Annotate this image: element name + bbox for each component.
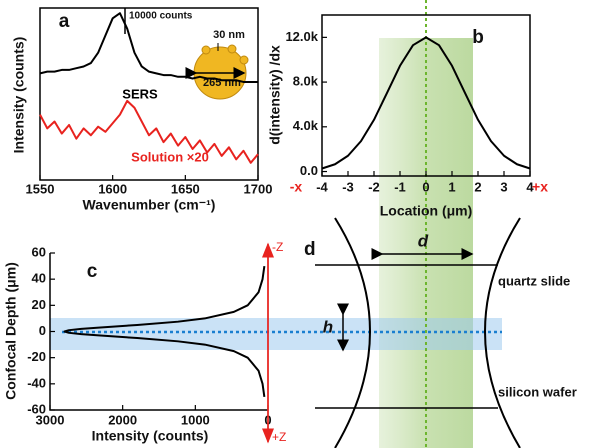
- x-tick-label: -4: [316, 179, 328, 194]
- scale-label: 10000 counts: [129, 11, 193, 22]
- series-label: SERS: [122, 86, 158, 101]
- x-tick-label: 1650: [171, 181, 200, 196]
- y-tick-label: 40: [32, 271, 46, 286]
- x-tick-label: 0: [422, 179, 429, 194]
- x-axis-label: Intensity (counts): [92, 428, 209, 444]
- x-axis-label: Wavenumber (cm⁻¹): [83, 197, 216, 213]
- y-tick-label: 8.0k: [293, 74, 319, 89]
- series-line: [63, 265, 266, 398]
- particle-bump: [239, 55, 249, 65]
- x-tick-label: 2: [474, 179, 481, 194]
- panel-letter: c: [87, 261, 98, 282]
- panel-letter: d: [304, 239, 316, 260]
- axis-end-label: +Z: [272, 430, 286, 444]
- y-tick-label: -40: [27, 375, 46, 390]
- height-label: h: [323, 317, 333, 336]
- y-tick-label: 12.0k: [285, 29, 318, 44]
- x-axis-label: Location (μm): [380, 203, 473, 219]
- x-tick-label: 1700: [244, 181, 273, 196]
- width-label: d: [418, 231, 429, 250]
- series-line: [321, 36, 531, 170]
- layer-label: quartz slide: [498, 273, 570, 288]
- particle-bump: [227, 44, 237, 54]
- beam-edge: [334, 217, 371, 448]
- x-tick-label: -3: [342, 179, 354, 194]
- y-tick-label: -60: [27, 401, 46, 416]
- x-tick-label: 3000: [36, 412, 65, 427]
- y-tick-label: 0: [39, 323, 46, 338]
- series-line: [39, 99, 259, 164]
- panel-letter: b: [472, 27, 484, 48]
- layer-label: silicon wafer: [498, 384, 577, 399]
- x-tick-label: 1550: [26, 181, 55, 196]
- axis-end-label: -Z: [272, 240, 283, 254]
- axis-end-label: -x: [290, 179, 303, 195]
- depth-band: [50, 318, 502, 350]
- x-tick-label: -1: [394, 179, 406, 194]
- x-tick-label: 1: [448, 179, 455, 194]
- y-axis-label: d(intensity) /dx: [267, 45, 283, 145]
- axis-end-label: +x: [532, 179, 548, 195]
- x-tick-label: 1000: [181, 412, 210, 427]
- y-axis-label: Intensity (counts): [11, 37, 27, 154]
- series-label: Solution ×20: [131, 149, 209, 164]
- y-axis-label: Confocal Depth (μm): [3, 262, 19, 400]
- x-tick-label: 3: [500, 179, 507, 194]
- y-tick-label: 4.0k: [293, 118, 319, 133]
- beam-edge: [484, 217, 521, 448]
- y-tick-label: 20: [32, 297, 46, 312]
- plot-frame: [39, 7, 259, 181]
- panel-letter: a: [59, 11, 70, 32]
- x-tick-label: 2000: [108, 412, 137, 427]
- y-tick-label: 0.0: [300, 163, 318, 178]
- x-tick-label: 1600: [98, 181, 127, 196]
- y-tick-label: 60: [32, 244, 46, 259]
- particle-bump: [201, 45, 211, 55]
- series-line: [39, 12, 258, 83]
- shell-label: 30 nm: [213, 29, 245, 41]
- x-tick-label: -2: [368, 179, 380, 194]
- x-tick-label: 4: [526, 179, 534, 194]
- y-tick-label: -20: [27, 349, 46, 364]
